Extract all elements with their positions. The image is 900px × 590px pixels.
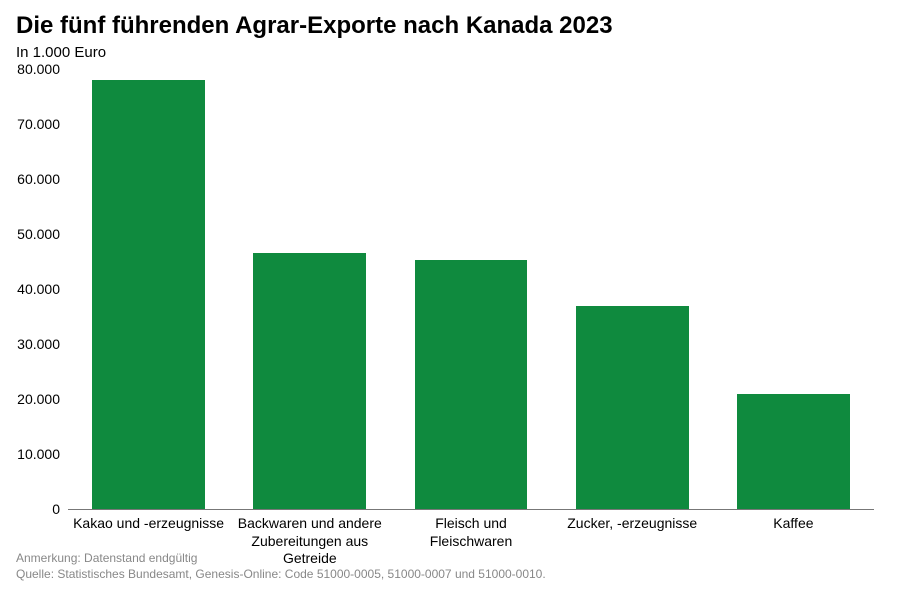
bar: [737, 394, 850, 510]
chart-subtitle: In 1.000 Euro: [16, 44, 884, 61]
y-axis: 010.00020.00030.00040.00050.00060.00070.…: [16, 69, 64, 509]
bar-slot: [552, 69, 713, 509]
bar: [576, 306, 689, 510]
y-tick-label: 10.000: [17, 446, 60, 462]
y-tick-label: 80.000: [17, 61, 60, 77]
bar: [415, 260, 528, 509]
y-tick-label: 30.000: [17, 336, 60, 352]
y-tick-label: 70.000: [17, 116, 60, 132]
footer-source: Quelle: Statistisches Bundesamt, Genesis…: [16, 566, 546, 582]
y-tick-label: 60.000: [17, 171, 60, 187]
bar-slot: [229, 69, 390, 509]
chart-title: Die fünf führenden Agrar-Exporte nach Ka…: [16, 12, 884, 40]
chart-footer: Anmerkung: Datenstand endgültig Quelle: …: [16, 550, 546, 582]
y-tick-label: 20.000: [17, 391, 60, 407]
x-tick-label: Kaffee: [713, 515, 874, 568]
x-tick-label: Zucker, -erzeugnisse: [552, 515, 713, 568]
baseline: [68, 509, 874, 510]
y-tick-label: 40.000: [17, 281, 60, 297]
bar-slot: [390, 69, 551, 509]
footer-note: Anmerkung: Datenstand endgültig: [16, 550, 546, 566]
y-tick-label: 0: [52, 501, 60, 517]
bar-slot: [68, 69, 229, 509]
plot-area: 010.00020.00030.00040.00050.00060.00070.…: [68, 69, 874, 509]
y-tick-label: 50.000: [17, 226, 60, 242]
bars-group: [68, 69, 874, 509]
bar: [253, 253, 366, 509]
bar: [92, 80, 205, 509]
bar-slot: [713, 69, 874, 509]
chart-container: Die fünf führenden Agrar-Exporte nach Ka…: [0, 0, 900, 590]
